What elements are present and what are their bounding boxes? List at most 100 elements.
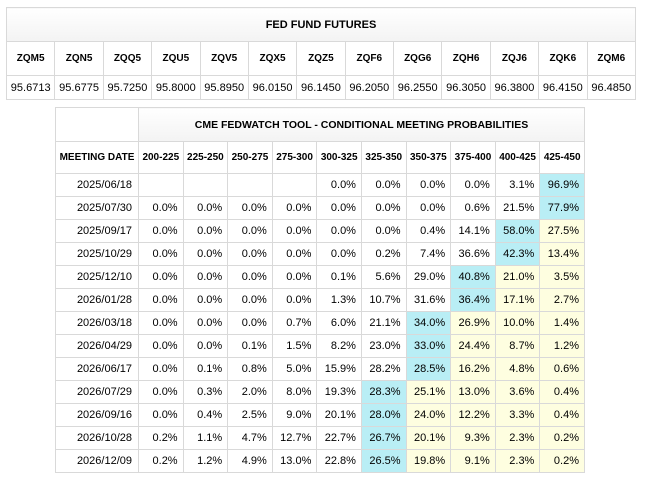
probability-cell: 5.0%: [271, 357, 318, 381]
meeting-date-cell: 2025/07/30: [55, 196, 139, 220]
probability-cell: 0.4%: [182, 403, 229, 427]
probability-cell: 8.7%: [494, 334, 541, 358]
probability-cell: 0.0%: [138, 357, 184, 381]
probability-cell: 0.6%: [539, 357, 585, 381]
probability-cell: 3.5%: [539, 265, 585, 289]
meeting-date-cell: 2026/06/17: [55, 357, 139, 381]
probability-cell: 0.0%: [138, 311, 184, 335]
probability-cell: 0.8%: [227, 357, 273, 381]
probability-cell: 0.0%: [138, 288, 184, 312]
probability-cell: 0.0%: [360, 196, 407, 220]
table-row: 2025/06/18 0.0% 0.0% 0.0% 0.0% 3.1% 96.9%: [55, 173, 585, 197]
probability-cell: 19.3%: [316, 380, 362, 404]
probability-cell: 29.0%: [405, 265, 452, 289]
fed-fund-futures-table: FED FUND FUTURES ZQM5 ZQN5 ZQQ5 ZQU5 ZQV5 ZQX…: [5, 7, 636, 100]
probability-cell: 42.3%: [494, 242, 541, 266]
futures-contract-price: 96.4150: [538, 75, 588, 100]
probability-cell: 0.0%: [182, 242, 229, 266]
meeting-date-cell: 2026/10/28: [55, 426, 139, 450]
meeting-date-cell: 2025/12/10: [55, 265, 139, 289]
probability-cell: 20.1%: [405, 426, 452, 450]
probability-cell: 4.9%: [227, 449, 273, 473]
probability-cell: 1.3%: [316, 288, 362, 312]
probability-cell: 0.0%: [316, 219, 362, 243]
probability-cell: 33.0%: [405, 334, 452, 358]
probability-cell: 0.0%: [138, 219, 184, 243]
futures-price-row: 95.6713 95.6775 95.7250 95.8000 95.8950 96.01…: [5, 75, 636, 100]
probability-cell: 0.2%: [539, 449, 585, 473]
probability-cell: 12.2%: [450, 403, 496, 427]
probability-cell: 1.4%: [539, 311, 585, 335]
probability-cell: 34.0%: [405, 311, 452, 335]
probability-cell: [182, 173, 229, 197]
probability-cell: 0.0%: [271, 219, 318, 243]
probability-cell: 12.7%: [271, 426, 318, 450]
probability-cell: 0.6%: [450, 196, 496, 220]
probability-cell: 0.0%: [182, 196, 229, 220]
probability-cell: 9.3%: [450, 426, 496, 450]
futures-contract-price: 95.6713: [5, 75, 56, 100]
probability-cell: 0.0%: [271, 265, 318, 289]
meeting-date-cell: 2026/03/18: [55, 311, 139, 335]
probability-cell: 10.7%: [360, 288, 407, 312]
probability-cell: 0.1%: [182, 357, 229, 381]
probability-cell: 0.0%: [360, 173, 407, 197]
probability-cell: 0.0%: [138, 380, 184, 404]
probability-cell: 2.7%: [539, 288, 585, 312]
table-row: 2026/07/29 0.0% 0.3% 2.0% 8.0% 19.3% 28.3% 25.1…: [55, 380, 585, 404]
rate-range-header: 350-375: [405, 141, 452, 174]
table-row: 2025/07/30 0.0% 0.0% 0.0% 0.0% 0.0% 0.0% 0.0% 0.…: [55, 196, 585, 220]
probability-cell: 0.0%: [138, 265, 184, 289]
futures-header-row: ZQM5 ZQN5 ZQQ5 ZQU5 ZQV5 ZQX5 ZQZ5 ZQF6 ZQG6 ZQH6…: [5, 41, 636, 76]
futures-contract-code: ZQF6: [344, 41, 395, 76]
probability-cell: 21.0%: [494, 265, 541, 289]
futures-contract-price: 95.6775: [54, 75, 104, 100]
probability-cell: 0.0%: [271, 196, 318, 220]
probability-cell: 0.0%: [450, 173, 496, 197]
table-row: 2025/12/10 0.0% 0.0% 0.0% 0.0% 0.1% 5.6% 29.0% 4…: [55, 265, 585, 289]
rate-range-header: 200-225: [138, 141, 184, 174]
probability-cell: 16.2%: [450, 357, 496, 381]
probability-cell: 19.8%: [405, 449, 452, 473]
fedwatch-body: 2025/06/18 0.0% 0.0% 0.0% 0.0% 3.1% 96.9% 2025/…: [55, 173, 585, 473]
probability-cell: 0.0%: [316, 173, 362, 197]
meeting-date-cell: 2025/09/17: [55, 219, 139, 243]
probability-cell: 14.1%: [450, 219, 496, 243]
probability-cell: 0.0%: [316, 196, 362, 220]
probability-cell: 2.3%: [494, 449, 541, 473]
table-row: 2026/03/18 0.0% 0.0% 0.0% 0.7% 6.0% 21.1% 34.0%…: [55, 311, 585, 335]
futures-contract-code: ZQM5: [5, 41, 56, 76]
probability-cell: 1.2%: [539, 334, 585, 358]
fedwatch-corner-cell: [55, 107, 139, 142]
probability-cell: 13.0%: [450, 380, 496, 404]
probability-cell: 21.5%: [494, 196, 541, 220]
probability-cell: 9.0%: [271, 403, 318, 427]
rate-range-header: 375-400: [450, 141, 496, 174]
rate-range-header: 425-450: [539, 141, 585, 174]
probability-cell: 22.7%: [316, 426, 362, 450]
probability-cell: 0.2%: [138, 426, 184, 450]
futures-contract-price: 96.2550: [392, 75, 443, 100]
fedwatch-title: CME FEDWATCH TOOL - CONDITIONAL MEETING …: [138, 107, 585, 142]
probability-cell: 17.1%: [494, 288, 541, 312]
table-row: 2026/09/16 0.0% 0.4% 2.5% 9.0% 20.1% 28.0% 24.0…: [55, 403, 585, 427]
meeting-date-cell: 2026/04/29: [55, 334, 139, 358]
futures-contract-code: ZQX5: [247, 41, 298, 76]
probability-cell: 0.0%: [138, 403, 184, 427]
probability-cell: 0.0%: [405, 196, 452, 220]
futures-contract-code: ZQN5: [54, 41, 104, 76]
futures-contract-price: 96.2050: [344, 75, 395, 100]
probability-cell: 24.4%: [450, 334, 496, 358]
probability-cell: 0.4%: [405, 219, 452, 243]
futures-contract-code: ZQZ5: [296, 41, 346, 76]
probability-cell: 0.0%: [182, 288, 229, 312]
probability-cell: 0.0%: [227, 196, 273, 220]
probability-cell: 0.0%: [227, 242, 273, 266]
meeting-date-cell: 2026/12/09: [55, 449, 139, 473]
probability-cell: 40.8%: [450, 265, 496, 289]
probability-cell: 0.0%: [182, 265, 229, 289]
rate-range-header: 300-325: [316, 141, 362, 174]
probability-cell: 36.4%: [450, 288, 496, 312]
meeting-date-cell: 2026/09/16: [55, 403, 139, 427]
probability-cell: 0.0%: [271, 288, 318, 312]
